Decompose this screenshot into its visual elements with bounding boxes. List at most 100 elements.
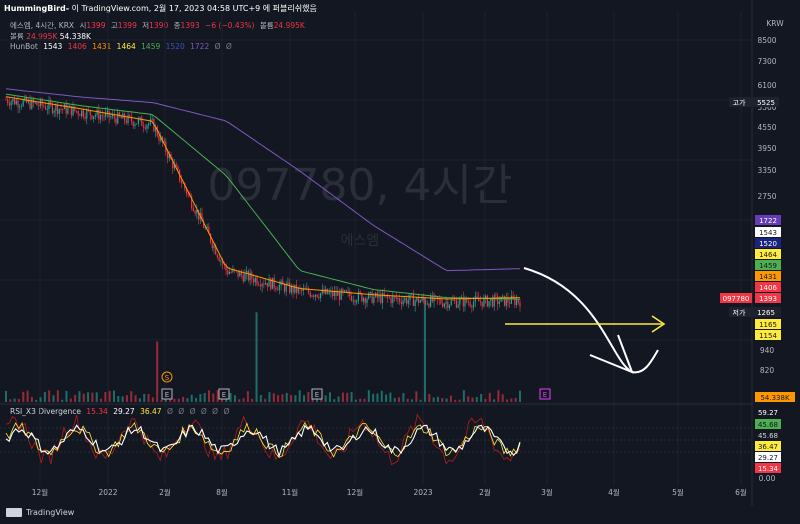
candle-body xyxy=(380,294,382,304)
volume-bar xyxy=(363,398,366,402)
candle-body xyxy=(407,300,409,304)
moving-averages xyxy=(5,88,521,300)
candle-body xyxy=(55,104,57,111)
candle-body xyxy=(230,272,232,273)
volume-bars xyxy=(5,296,521,402)
extreme-tag-value: 1265 xyxy=(757,309,775,317)
candle-body xyxy=(411,294,413,296)
publish-info: 이 TradingView.com, 2월 17, 2023 04:58 UTC… xyxy=(69,4,317,13)
hunbot-value: 1464 xyxy=(116,42,136,51)
price-tag-label: 1431 xyxy=(759,273,777,281)
publisher-name[interactable]: HummingBird- xyxy=(4,4,70,13)
volume-bar xyxy=(238,399,241,402)
volume-bar xyxy=(138,398,141,402)
candle-body xyxy=(81,110,83,117)
candle-body xyxy=(481,301,483,307)
price-tick-label: 4550 xyxy=(757,123,776,132)
candle-body xyxy=(110,116,112,118)
volume-bar xyxy=(65,390,68,402)
price-tag: 1722 xyxy=(755,215,781,225)
volume-bar xyxy=(346,392,349,402)
candle-body xyxy=(354,300,356,303)
volume-bar xyxy=(264,398,267,402)
volume-bar xyxy=(333,399,336,402)
candle-body xyxy=(423,297,425,301)
volume-indicator-label[interactable]: 볼륨 xyxy=(10,32,24,41)
volume-bar xyxy=(423,296,426,402)
chart-canvas[interactable]: 097780, 4시간 에스엠 S E E E E KRW 8500 7300 6100 550… xyxy=(0,0,800,506)
symbol-info[interactable]: 에스엠, 4시간, KRX xyxy=(10,21,75,30)
change-value: −6 (−0.43%) xyxy=(205,21,255,30)
candle-body xyxy=(160,136,162,141)
rsi-tag-bg xyxy=(755,419,781,429)
candle-body xyxy=(447,301,449,308)
candle-body xyxy=(485,295,487,299)
volume-bar xyxy=(298,390,301,402)
candle-body xyxy=(435,295,437,297)
candle-body xyxy=(328,292,330,295)
candle-body xyxy=(345,290,347,292)
volume-bar xyxy=(186,398,189,402)
event-marker: S xyxy=(161,371,173,383)
volume-bar xyxy=(156,341,159,402)
rsi-tag-bg xyxy=(755,407,781,417)
hunbot-label[interactable]: HunBot xyxy=(10,42,38,51)
volume-bar xyxy=(462,390,465,402)
hunbot-legend: HunBot 1543 1406 1431 1464 1459 1520 172… xyxy=(10,42,232,51)
volume-bar xyxy=(147,394,150,402)
volume-bar xyxy=(251,398,254,402)
volume-bar xyxy=(406,398,409,402)
candle-body xyxy=(505,297,507,306)
candle-body xyxy=(510,295,513,304)
candle-body xyxy=(270,278,272,290)
footer: TradingView xyxy=(6,508,74,517)
candle-body xyxy=(185,188,188,194)
volume-bar xyxy=(519,390,521,402)
rsi-value: Ø xyxy=(178,407,185,416)
candle-body xyxy=(244,273,246,282)
candle-body xyxy=(402,300,404,305)
candle-body xyxy=(15,100,17,105)
price-tag-label: 1543 xyxy=(759,229,777,237)
event-marker-label: S xyxy=(165,374,170,382)
candle-body xyxy=(142,125,145,128)
candle-body xyxy=(72,106,74,116)
volume-bar xyxy=(203,392,206,402)
volume-bar xyxy=(514,398,517,402)
price-tag: 1406 xyxy=(755,282,781,292)
candle-body xyxy=(194,211,196,214)
candle-body xyxy=(313,295,315,297)
candle-body xyxy=(227,270,229,275)
candle-body xyxy=(502,295,504,297)
volume-bar xyxy=(359,398,362,402)
price-tag: 1543 xyxy=(755,227,781,237)
volume-bar xyxy=(436,396,439,402)
candle-body xyxy=(43,105,45,107)
candle-body xyxy=(31,99,33,109)
hunbot-value: Ø xyxy=(214,42,221,51)
rsi-label[interactable]: RSI_X3 Divergence xyxy=(10,407,81,416)
candle-body xyxy=(466,297,468,303)
candle-body xyxy=(141,117,143,126)
volume-bar xyxy=(108,390,111,402)
candle-body xyxy=(497,296,499,305)
price-tag-label: 1406 xyxy=(759,284,777,292)
volume-bar xyxy=(367,390,370,402)
footer-brand[interactable]: TradingView xyxy=(26,508,75,517)
volume-bar xyxy=(22,391,25,402)
price-tag: 1431 xyxy=(755,271,781,281)
candle-body xyxy=(357,291,360,301)
open-label: 시 xyxy=(79,21,87,30)
forecast-arrow xyxy=(523,267,659,374)
candle-body xyxy=(493,295,495,307)
price-tag-bg xyxy=(755,215,781,225)
candle-body xyxy=(349,291,351,297)
volume-bar xyxy=(255,312,258,402)
candle-body xyxy=(56,104,59,115)
candle-body xyxy=(120,116,122,119)
candle-body xyxy=(148,123,150,126)
volume-bar xyxy=(164,398,167,402)
candle-body xyxy=(187,193,189,195)
candle-body xyxy=(514,297,516,305)
volume-bar xyxy=(35,399,38,402)
